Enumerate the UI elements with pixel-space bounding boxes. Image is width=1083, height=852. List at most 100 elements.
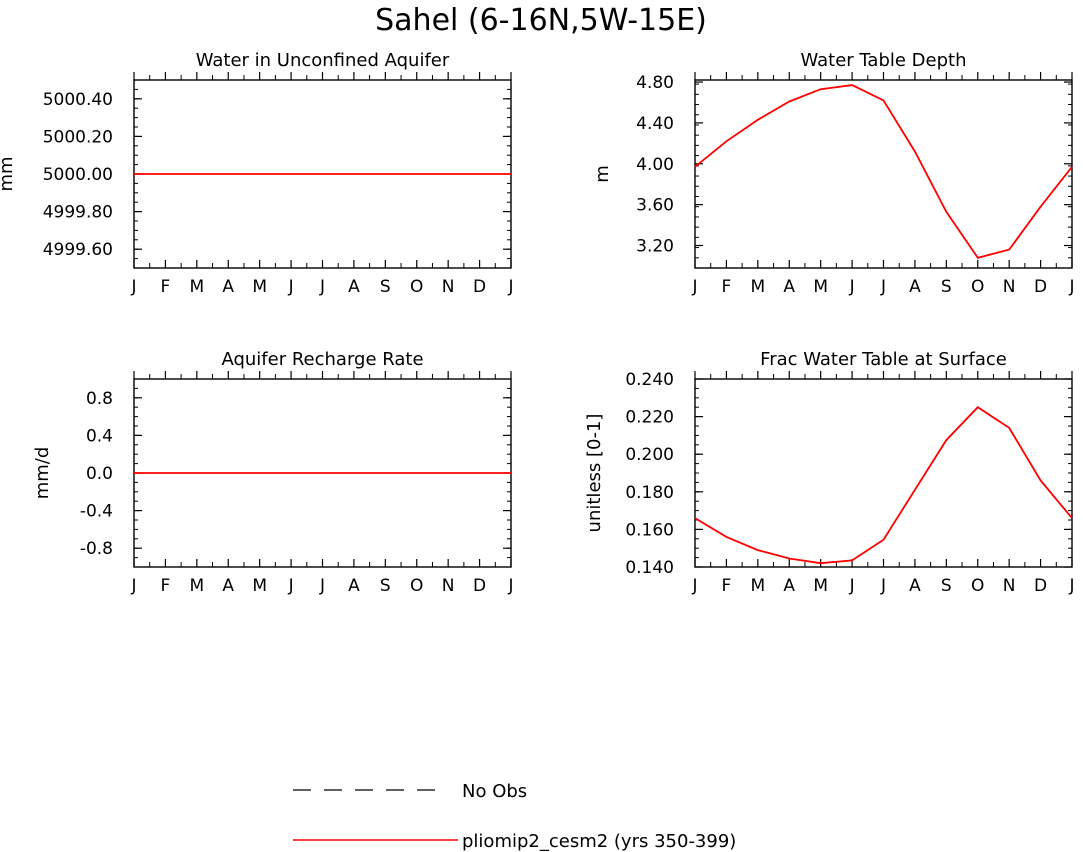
y-tick-label: 4.80 [636, 73, 674, 93]
x-tick-label: N [442, 576, 455, 596]
y-tick-label: 4.40 [636, 114, 674, 134]
x-tick-label: J [130, 576, 136, 596]
y-tick-label: -0.4 [80, 502, 113, 522]
y-axis: 3.20 3.60 4.00 4.40 4.80 [636, 73, 1072, 269]
panel-title: Frac Water Table at Surface [760, 349, 1007, 370]
x-tick-label: J [849, 576, 855, 596]
y-tick-label: 5000.20 [43, 127, 113, 147]
x-tick-label: A [783, 277, 795, 297]
x-tick-label: M [189, 576, 204, 596]
x-tick-label: A [348, 576, 360, 596]
y-tick-label: 5000.00 [43, 165, 113, 185]
y-tick-label: -0.8 [80, 539, 113, 559]
x-tick-label: A [909, 576, 921, 596]
y-tick-label: 3.20 [636, 237, 674, 257]
x-tick-label: M [750, 576, 765, 596]
y-tick-label: 0.8 [86, 389, 113, 409]
x-tick-label: D [1034, 576, 1047, 596]
y-tick-label: 0.4 [86, 426, 113, 446]
x-tick-label: J [691, 277, 697, 297]
x-tick-label: A [348, 277, 360, 297]
y-tick-label: 0.160 [625, 520, 674, 540]
y-tick-label: 4999.60 [43, 240, 113, 260]
x-tick-label: M [750, 277, 765, 297]
x-tick-label: S [380, 576, 391, 596]
y-axis-label: m [592, 165, 613, 183]
y-axis: 0.140 0.160 0.180 0.200 0.220 0.240 [625, 370, 1072, 578]
figure-title: Sahel (6-16N,5W-15E) [375, 3, 707, 38]
y-tick-label: 0.140 [625, 558, 674, 578]
panel-title: Water Table Depth [800, 50, 966, 71]
series-line [694, 406, 1073, 565]
y-axis: 4999.60 4999.80 5000.00 5000.20 5000.40 [43, 79, 511, 269]
x-tick-label: S [941, 576, 952, 596]
y-tick-label: 5000.40 [43, 90, 113, 110]
x-tick-label: F [722, 576, 732, 596]
y-tick-label: 3.60 [636, 196, 674, 216]
y-axis-label: mm/d [32, 447, 53, 500]
x-tick-label: J [319, 277, 325, 297]
y-tick-label: 0.200 [625, 445, 674, 465]
x-tick-label: A [783, 576, 795, 596]
x-tick-label: M [252, 576, 267, 596]
legend-label-model: pliomip2_cesm2 (yrs 350-399) [462, 831, 736, 852]
x-tick-label: A [222, 576, 234, 596]
x-tick-label: M [189, 277, 204, 297]
x-tick-label: N [1003, 277, 1016, 297]
x-tick-label: F [161, 576, 171, 596]
x-tick-label: J [288, 277, 294, 297]
x-tick-label: M [813, 576, 828, 596]
x-tick-label: O [971, 277, 984, 297]
x-tick-label: J [319, 576, 325, 596]
x-tick-label: A [909, 277, 921, 297]
x-tick-label: D [473, 277, 486, 297]
y-tick-label: 4999.80 [43, 203, 113, 223]
x-tick-label: O [410, 576, 423, 596]
x-tick-label: F [161, 277, 171, 297]
x-tick-label: O [410, 277, 423, 297]
x-tick-label: J [849, 277, 855, 297]
x-tick-label: D [1034, 277, 1047, 297]
panel-title: Water in Unconfined Aquifer [196, 50, 450, 71]
y-tick-label: 0.220 [625, 408, 674, 428]
x-tick-label: D [473, 576, 486, 596]
x-tick-label: J [288, 576, 294, 596]
y-tick-label: 0.240 [625, 370, 674, 390]
x-tick-label: J [507, 277, 513, 297]
x-tick-label: J [1068, 277, 1074, 297]
y-axis: -0.8 -0.4 0.0 0.4 0.8 [80, 378, 511, 568]
x-tick-label: M [813, 277, 828, 297]
x-tick-label: J [691, 576, 697, 596]
legend: No Obs pliomip2_cesm2 (yrs 350-399) [293, 781, 736, 852]
x-tick-label: N [1003, 576, 1016, 596]
x-tick-label: F [722, 277, 732, 297]
legend-label-no-obs: No Obs [462, 781, 527, 802]
series-line [694, 84, 1073, 259]
x-tick-label: J [880, 576, 886, 596]
x-tick-label: J [130, 277, 136, 297]
x-tick-label: N [442, 277, 455, 297]
x-tick-label: S [941, 277, 952, 297]
x-tick-label: J [507, 576, 513, 596]
x-tick-label: S [380, 277, 391, 297]
x-tick-label: J [880, 277, 886, 297]
x-tick-label: O [971, 576, 984, 596]
y-axis-label: unitless [0-1] [584, 414, 605, 533]
y-tick-label: 0.180 [625, 483, 674, 503]
x-tick-label: M [252, 277, 267, 297]
y-tick-label: 4.00 [636, 155, 674, 175]
y-axis-label: mm [0, 156, 17, 191]
x-tick-label: J [1068, 576, 1074, 596]
x-tick-label: A [222, 277, 234, 297]
panel-title: Aquifer Recharge Rate [221, 349, 423, 370]
